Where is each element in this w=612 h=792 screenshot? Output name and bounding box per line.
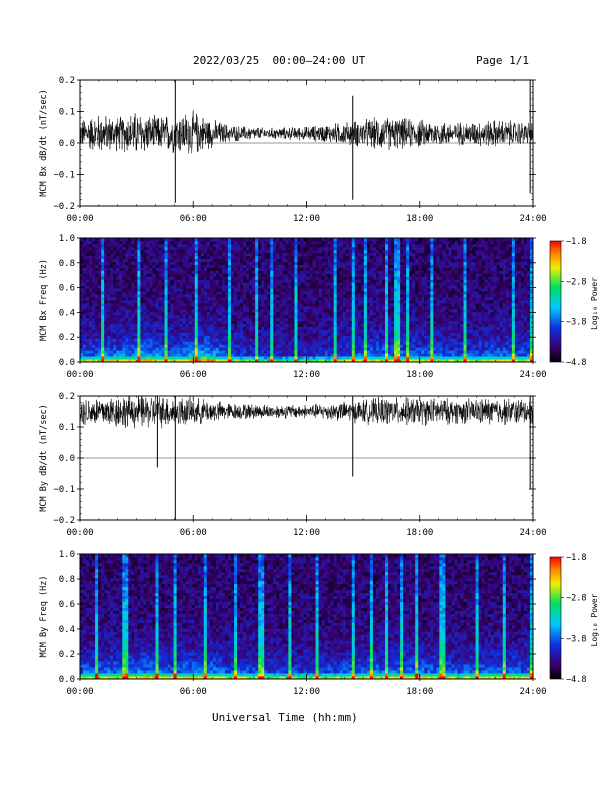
- y-tick-label: 0.8: [59, 575, 75, 585]
- panel-1: 0.2 0.1 0.0 −0.1 −0.2 00:00 06:00 12:00 18:00 24:…: [39, 76, 547, 224]
- spectrogram-cells: [80, 554, 534, 680]
- y-tick-label: 0.0: [59, 139, 75, 149]
- colorbar-tick-label: −3.8: [566, 634, 586, 644]
- y-axis-label: MCM Bx Freq (Hz): [39, 259, 49, 341]
- y-tick-label: 0.6: [59, 600, 75, 610]
- colorbar-tick-label: −4.8: [566, 358, 586, 368]
- y-tick-label: 0.0: [59, 454, 75, 464]
- colorbar-tick-label: −4.8: [566, 675, 586, 685]
- y-tick-label: −0.1: [53, 485, 75, 495]
- colorbar-tick-label: −1.8: [566, 237, 586, 247]
- colorbar-label: Log₁₀ Power: [590, 277, 599, 330]
- y-tick-label: −0.2: [53, 516, 75, 526]
- x-tick-label: 24:00: [519, 370, 546, 380]
- x-axis-label: Universal Time (hh:mm): [212, 711, 358, 724]
- x-tick-label: 24:00: [519, 687, 546, 697]
- x-tick-label: 06:00: [180, 687, 207, 697]
- x-tick-label: 00:00: [66, 370, 93, 380]
- y-axis-label: MCM By Freq (Hz): [39, 576, 49, 658]
- plot-title: 2022/03/25 00:00–24:00 UT: [193, 54, 366, 67]
- y-tick-label: 0.1: [59, 108, 75, 118]
- x-tick-label: 24:00: [519, 214, 546, 224]
- x-tick-label: 24:00: [519, 528, 546, 538]
- y-tick-label: −0.2: [53, 202, 75, 212]
- colorbar-tick-label: −2.8: [566, 594, 586, 604]
- colorbar-tick-label: −2.8: [566, 277, 586, 287]
- x-tick-label: 00:00: [66, 528, 93, 538]
- colorbar-tick-label: −3.8: [566, 318, 586, 328]
- colorbar: [549, 556, 562, 680]
- spectrogram-cells: [80, 238, 534, 363]
- y-tick-label: 0.6: [59, 284, 75, 294]
- x-tick-label: 12:00: [293, 370, 320, 380]
- y-tick-label: 0.0: [59, 675, 75, 685]
- x-tick-label: 18:00: [406, 370, 433, 380]
- y-tick-label: 0.4: [59, 308, 75, 318]
- page-indicator: Page 1/1: [476, 54, 529, 67]
- y-tick-label: 0.2: [59, 76, 75, 86]
- panel-2: −1.8 −2.8 −3.8 −4.8 Log₁₀ Power 1.0 0.8 0.6 0.4 0…: [39, 234, 599, 380]
- y-tick-label: 0.1: [59, 423, 75, 433]
- x-tick-label: 00:00: [66, 687, 93, 697]
- y-tick-label: 0.0: [59, 358, 75, 368]
- y-tick-label: 1.0: [59, 550, 75, 560]
- y-axis-label: MCM Bx dB/dt (nT/sec): [39, 89, 49, 196]
- y-tick-label: 0.2: [59, 333, 75, 343]
- y-tick-label: 1.0: [59, 234, 75, 244]
- colorbar: [549, 240, 562, 363]
- x-tick-label: 12:00: [293, 214, 320, 224]
- x-tick-label: 12:00: [293, 528, 320, 538]
- colorbar-label: Log₁₀ Power: [590, 593, 599, 646]
- x-tick-label: 06:00: [180, 214, 207, 224]
- panel-3: 0.2 0.1 0.0 −0.1 −0.2 00:00 06:00 12:00 18:00 24:…: [39, 392, 547, 538]
- y-tick-label: 0.4: [59, 625, 75, 635]
- dbdt-trace: [79, 110, 534, 154]
- x-tick-label: 18:00: [406, 528, 433, 538]
- x-tick-label: 18:00: [406, 687, 433, 697]
- y-tick-label: −0.1: [53, 171, 75, 181]
- x-tick-label: 06:00: [180, 528, 207, 538]
- x-tick-label: 12:00: [293, 687, 320, 697]
- y-tick-label: 0.2: [59, 392, 75, 402]
- x-tick-label: 18:00: [406, 214, 433, 224]
- x-tick-label: 00:00: [66, 214, 93, 224]
- colorbar-tick-label: −1.8: [566, 553, 586, 563]
- panel-4: −1.8 −2.8 −3.8 −4.8 Log₁₀ Power 1.0 0.8 0.6 0.4 0…: [39, 550, 599, 697]
- x-tick-label: 06:00: [180, 370, 207, 380]
- y-axis-label: MCM By dB/dt (nT/sec): [39, 404, 49, 511]
- y-tick-label: 0.8: [59, 259, 75, 269]
- y-tick-label: 0.2: [59, 650, 75, 660]
- dbdt-trace: [79, 395, 534, 429]
